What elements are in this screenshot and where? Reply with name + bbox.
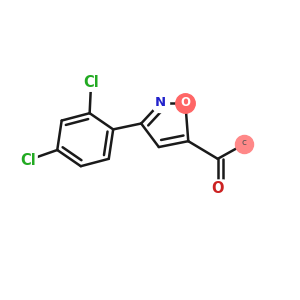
Text: N: N — [155, 96, 166, 110]
Text: O: O — [180, 96, 190, 110]
Text: c: c — [241, 138, 246, 147]
Text: Cl: Cl — [83, 75, 99, 90]
Text: O: O — [212, 181, 224, 196]
Text: Cl: Cl — [20, 153, 36, 168]
